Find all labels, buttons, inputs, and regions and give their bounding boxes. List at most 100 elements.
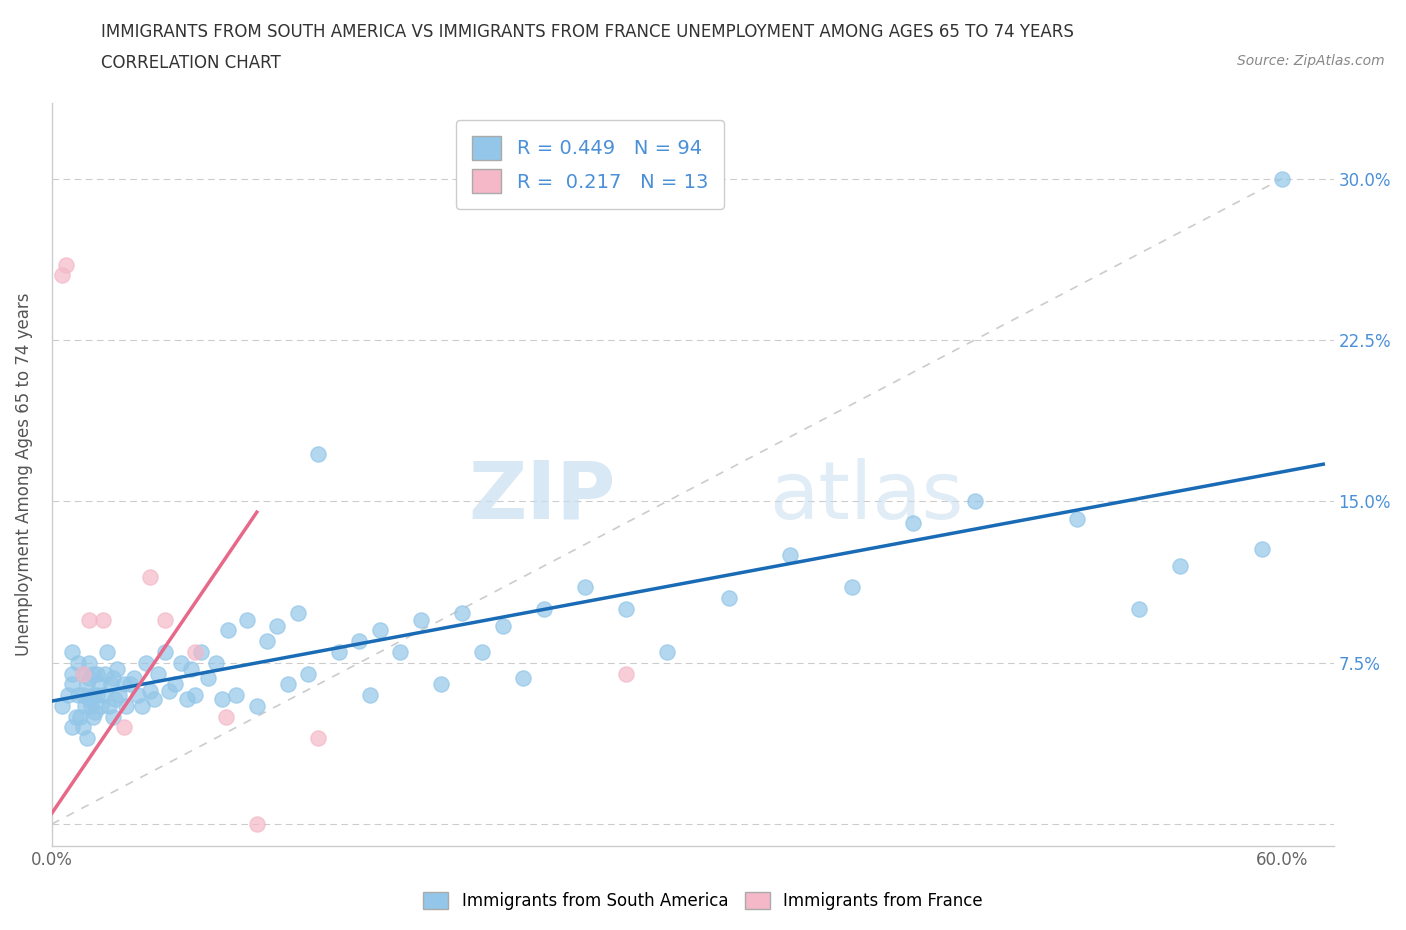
Point <box>139 684 162 698</box>
Point <box>574 580 596 595</box>
Point <box>67 687 90 702</box>
Point <box>82 666 104 681</box>
Point <box>60 644 83 659</box>
Point <box>512 671 534 685</box>
Point <box>328 644 350 659</box>
Point <box>246 698 269 713</box>
Point <box>533 602 555 617</box>
Point <box>389 644 412 659</box>
Point <box>55 258 77 272</box>
Point <box>256 634 278 649</box>
Point <box>184 644 207 659</box>
Point <box>77 671 100 685</box>
Point <box>211 692 233 707</box>
Point <box>430 677 453 692</box>
Point <box>963 494 986 509</box>
Point <box>91 687 114 702</box>
Point <box>1128 602 1150 617</box>
Point <box>190 644 212 659</box>
Point <box>451 605 474 620</box>
Point <box>170 656 193 671</box>
Point <box>105 662 128 677</box>
Point <box>108 687 131 702</box>
Point <box>1271 171 1294 186</box>
Point <box>266 618 288 633</box>
Point <box>103 671 125 685</box>
Point <box>100 677 122 692</box>
Point <box>87 677 110 692</box>
Point <box>90 698 112 713</box>
Point <box>204 656 226 671</box>
Point <box>368 623 391 638</box>
Point <box>67 656 90 671</box>
Text: atlas: atlas <box>769 458 965 536</box>
Point <box>56 687 79 702</box>
Point <box>148 666 170 681</box>
Legend: R = 0.449   N = 94, R =  0.217   N = 13: R = 0.449 N = 94, R = 0.217 N = 13 <box>457 121 724 208</box>
Point <box>225 687 247 702</box>
Point <box>104 692 127 707</box>
Text: IMMIGRANTS FROM SOUTH AMERICA VS IMMIGRANTS FROM FRANCE UNEMPLOYMENT AMONG AGES : IMMIGRANTS FROM SOUTH AMERICA VS IMMIGRA… <box>101 23 1074 41</box>
Point <box>60 677 83 692</box>
Point <box>51 268 73 283</box>
Point <box>277 677 299 692</box>
Point <box>217 623 239 638</box>
Point <box>96 644 118 659</box>
Point <box>215 709 238 724</box>
Text: CORRELATION CHART: CORRELATION CHART <box>101 54 281 72</box>
Point <box>184 687 207 702</box>
Point <box>143 692 166 707</box>
Point <box>779 548 801 563</box>
Point <box>841 580 863 595</box>
Point <box>51 698 73 713</box>
Legend: Immigrants from South America, Immigrants from France: Immigrants from South America, Immigrant… <box>416 885 990 917</box>
Point <box>1168 559 1191 574</box>
Point <box>246 817 269 831</box>
Point <box>153 644 176 659</box>
Point <box>82 687 104 702</box>
Point <box>471 644 494 659</box>
Point <box>307 731 329 746</box>
Point <box>72 666 94 681</box>
Point <box>112 720 135 735</box>
Point <box>235 612 257 627</box>
Point <box>297 666 319 681</box>
Point <box>80 698 103 713</box>
Point <box>77 692 100 707</box>
Y-axis label: Unemployment Among Ages 65 to 74 years: Unemployment Among Ages 65 to 74 years <box>15 293 32 657</box>
Text: ZIP: ZIP <box>468 458 616 536</box>
Point <box>655 644 678 659</box>
Point <box>287 605 309 620</box>
Point <box>127 687 149 702</box>
Point <box>72 720 94 735</box>
Point <box>131 698 153 713</box>
Point <box>180 662 202 677</box>
Point <box>717 591 740 605</box>
Point <box>614 666 637 681</box>
Point <box>492 618 515 633</box>
Point <box>359 687 381 702</box>
Point <box>91 612 114 627</box>
Point <box>176 692 198 707</box>
Point <box>197 671 219 685</box>
Point <box>307 446 329 461</box>
Point <box>76 731 98 746</box>
Point <box>614 602 637 617</box>
Point <box>76 677 98 692</box>
Point <box>86 666 108 681</box>
Point <box>122 671 145 685</box>
Point <box>112 677 135 692</box>
Point <box>98 698 121 713</box>
Point <box>94 666 117 681</box>
Point <box>1250 541 1272 556</box>
Point <box>163 677 186 692</box>
Point <box>77 656 100 671</box>
Point <box>153 612 176 627</box>
Point <box>157 684 180 698</box>
Point <box>60 720 83 735</box>
Point <box>77 612 100 627</box>
Point <box>60 666 83 681</box>
Point <box>73 698 96 713</box>
Point <box>65 709 87 724</box>
Point <box>114 698 136 713</box>
